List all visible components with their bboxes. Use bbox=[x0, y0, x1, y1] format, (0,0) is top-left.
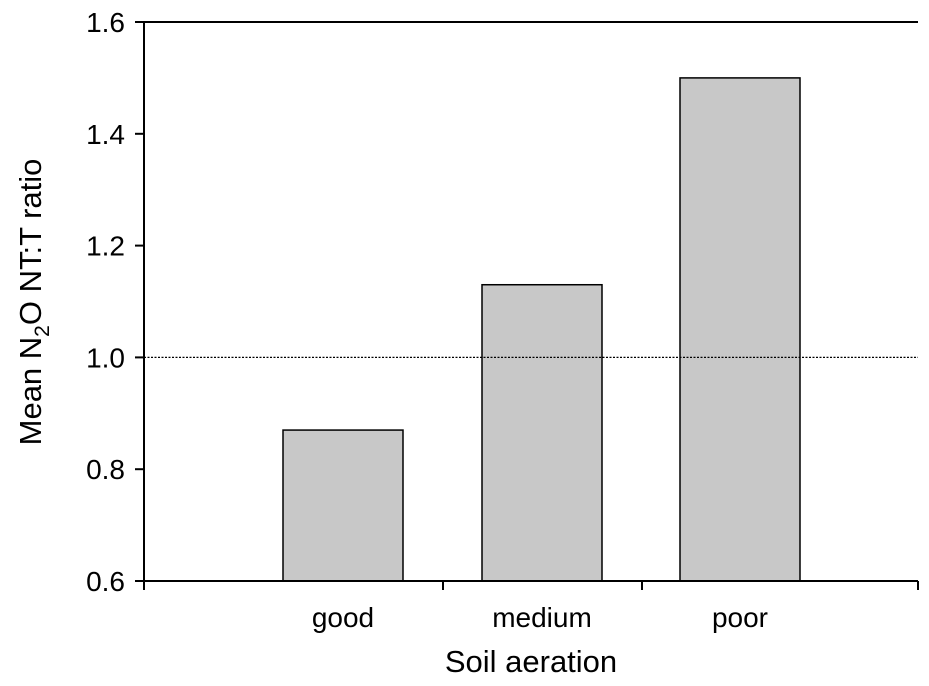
x-tick-label-medium: medium bbox=[492, 602, 592, 633]
x-axis-ticks: good medium poor bbox=[143, 581, 919, 633]
bar-good bbox=[282, 429, 404, 582]
y-tick-label: 1.0 bbox=[86, 342, 125, 373]
x-tick-label-poor: poor bbox=[712, 602, 768, 633]
bar-poor bbox=[679, 77, 801, 582]
y-axis-title-pre: Mean N bbox=[13, 337, 48, 446]
bar-medium bbox=[481, 283, 603, 582]
y-tick-label: 1.6 bbox=[86, 7, 125, 38]
y-axis-title: Mean N2O NT:T ratio bbox=[13, 159, 54, 446]
y-tick-label: 1.2 bbox=[86, 231, 125, 262]
y-axis-title-post: O NT:T ratio bbox=[13, 159, 48, 326]
y-tick-label: 0.6 bbox=[86, 566, 125, 597]
x-axis-title: Soil aeration bbox=[445, 644, 617, 679]
bars-group bbox=[282, 77, 801, 582]
y-tick-label: 0.8 bbox=[86, 454, 125, 485]
x-tick-label-good: good bbox=[312, 602, 374, 633]
y-axis-title-subscript: 2 bbox=[31, 325, 54, 337]
y-tick-label: 1.4 bbox=[86, 119, 125, 150]
y-axis-ticks: 0.6 0.8 1.0 1.2 1.4 1.6 bbox=[86, 7, 144, 597]
